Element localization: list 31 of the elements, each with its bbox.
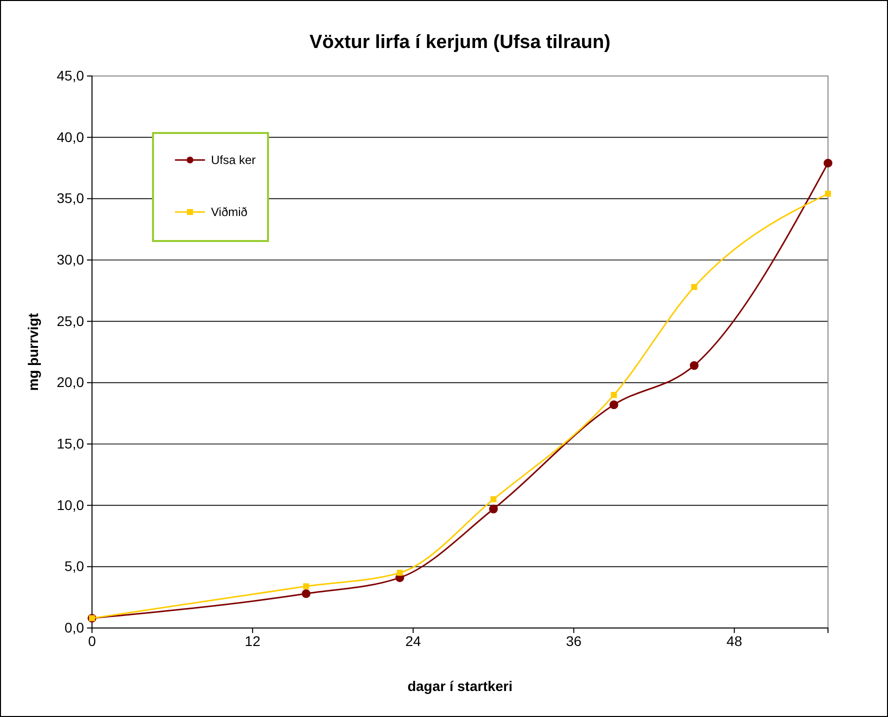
y-tick-label: 45,0 [56, 67, 84, 84]
y-tick-label: 20,0 [56, 374, 84, 390]
point [610, 400, 618, 410]
point [490, 496, 496, 502]
y-tick-label: 10,0 [56, 496, 84, 513]
point [302, 589, 310, 598]
y-tick-label: 25,0 [56, 312, 84, 329]
point [610, 392, 617, 398]
x-tick-label: 0 [88, 632, 96, 649]
point [691, 284, 698, 290]
legend-label: Ufsa ker [211, 153, 256, 167]
legend-label: Viðmið [211, 205, 248, 219]
point [489, 504, 498, 514]
x-axis-title: dagar í startkeri [407, 678, 513, 694]
point [690, 361, 699, 370]
y-tick-label: 0,0 [64, 619, 84, 636]
point [303, 583, 310, 590]
point [396, 570, 403, 576]
y-axis-title: mg þurrvigt [25, 312, 41, 391]
y-tick-label: 5,0 [64, 558, 84, 574]
x-tick-label: 36 [566, 632, 582, 649]
x-tick-label: 48 [726, 632, 742, 649]
chart-title: Vöxtur lirfa í kerjum (Ufsa tilraun) [310, 32, 610, 53]
point [825, 190, 831, 197]
x-tick-label: 24 [405, 632, 422, 649]
x-tick-label: 12 [244, 632, 261, 649]
y-tick-label: 40,0 [56, 128, 84, 145]
y-tick-label: 35,0 [56, 190, 84, 206]
y-tick-label: 30,0 [56, 251, 84, 268]
y-tick-label: 15,0 [56, 435, 84, 452]
point [824, 158, 832, 168]
